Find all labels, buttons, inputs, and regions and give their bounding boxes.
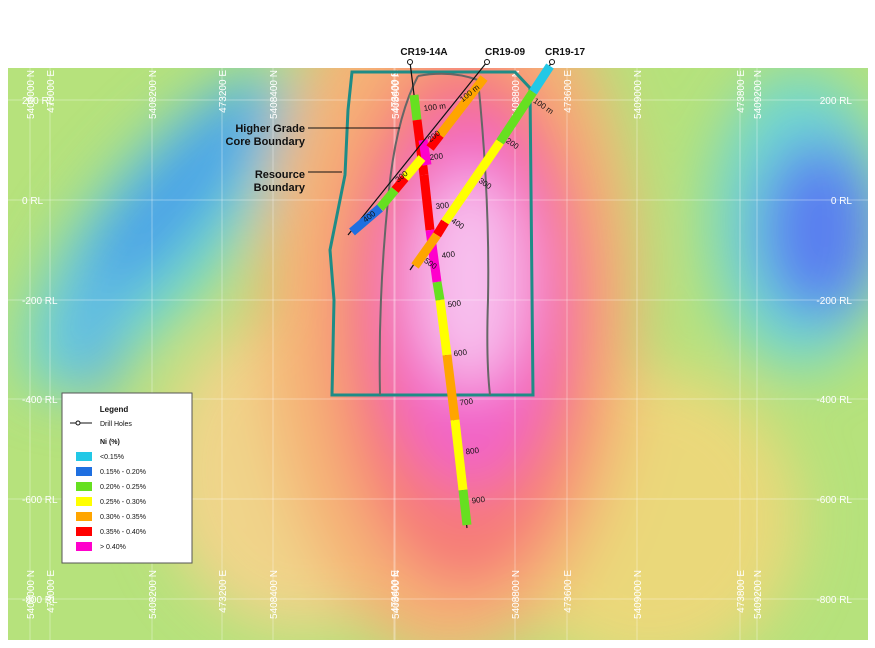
grid-labels: 200 RL 200 RL 0 RL 0 RL -200 RL -200 RL -400 R… [22,70,852,619]
northing-label: 5408400 N [269,570,280,619]
easting-label: 473800 E [736,70,747,113]
elevation-label: 200 RL [22,96,55,107]
legend-swatch [76,452,92,461]
elevation-label: 0 RL [22,196,44,207]
legend-box [61,392,193,564]
legend-label: 0.30% - 0.35% [100,514,146,521]
easting-label: 473400 E [390,70,401,113]
legend-label: > 0.40% [100,544,126,551]
depth-label: 300 [435,201,450,212]
resource-boundary [328,70,535,397]
drill-hole-cr19-09 [347,61,488,236]
elevation-label: 200 RL [820,96,853,107]
northing-label: 5409000 N [633,70,644,119]
legend-subtitle: Ni (%) [100,439,120,446]
grid [8,68,868,640]
depth-label: 100 m [423,101,446,113]
legend-swatch [76,467,92,476]
legend-swatch [76,527,92,536]
northing-label: 5409000 N [633,570,644,619]
legend-label: <0.15% [100,454,124,461]
legend-collar [75,420,81,426]
hole-label: CR19-17 [545,47,585,58]
northing-label: 5408200 N [148,70,159,119]
legend-swatch [76,542,92,551]
northing-label: 5408600 N [391,570,402,619]
depth-label: 200 [429,151,444,162]
easting-label: 473400 E [390,570,401,613]
depth-label: 500 [447,299,462,310]
elevation-label: -400 RL [22,395,58,406]
elevation-label: -200 RL [816,296,852,307]
annotation: Core Boundary [226,136,306,148]
elevation-label: -600 RL [816,495,852,506]
easting-label: 473200 E [218,70,229,113]
legend-swatch [76,497,92,506]
drill-hole-cr19-17 [409,61,554,271]
collar [484,59,490,65]
collar [407,59,413,65]
northing-label: 5408000 N [26,570,37,619]
easting-label: 473200 E [218,570,229,613]
northing-label: 5408000 N [26,70,37,119]
hole-label: CR19-14A [400,47,447,58]
legend-label: 0.15% - 0.20% [100,469,146,476]
northing-label: 5409200 N [753,70,764,119]
hole-label: CR19-09 [485,47,525,58]
legend-label: 0.35% - 0.40% [100,529,146,536]
drill-hole-cr19-14a [409,61,472,529]
elevation-label: -400 RL [816,395,852,406]
easting-label: 473600 E [563,70,574,113]
core-boundary [477,79,491,396]
legend: Legend Drill Holes Ni (%) <0.15% 0.15% - … [61,392,193,564]
northing-label: 5408800 N [511,70,522,119]
depth-label: 900 [471,495,486,506]
depth-label: 600 [453,348,468,359]
depth-label: 400 [441,250,456,261]
depth-label: 700 [459,397,474,408]
northing-label: 5408400 N [269,70,280,119]
northing-label: 5408200 N [148,570,159,619]
easting-label: 473000 E [46,570,57,613]
legend-swatch [76,512,92,521]
easting-label: 473600 E [563,570,574,613]
legend-label: 0.25% - 0.30% [100,499,146,506]
northing-label: 5408600 N [391,70,402,119]
legend-label: 0.20% - 0.25% [100,484,146,491]
annotation: Resource [255,169,305,181]
easting-label: 473000 E [46,70,57,113]
legend-title: Legend [100,405,129,414]
legend-label: Drill Holes [100,421,132,428]
legend-swatch [76,482,92,491]
northing-label: 5408800 N [511,570,522,619]
easting-label: 473800 E [736,570,747,613]
elevation-label: -600 RL [22,495,58,506]
collar [549,59,555,65]
annotation: Higher Grade [235,123,305,135]
elevation-label: -200 RL [22,296,58,307]
elevation-label: -800 RL [816,595,852,606]
annotation: Boundary [254,182,306,194]
elevation-label: -800 RL [22,595,58,606]
depth-label: 800 [465,446,480,457]
northing-label: 5409200 N [753,570,764,619]
elevation-label: 0 RL [831,196,853,207]
